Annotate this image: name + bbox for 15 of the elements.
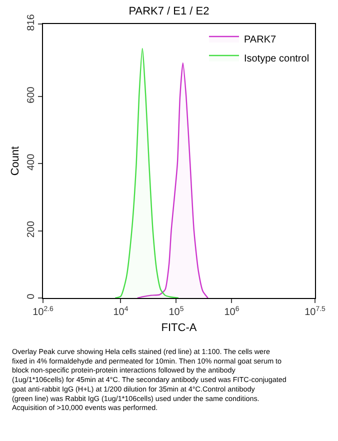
y-tick-label: 600 bbox=[26, 86, 37, 104]
chart-title: PARK7 / E1 / E2 bbox=[128, 5, 210, 18]
y-tick-label: 400 bbox=[26, 153, 37, 171]
legend-label: PARK7 bbox=[244, 34, 276, 46]
y-tick-label: 0 bbox=[26, 293, 37, 300]
legend-label: Isotype control bbox=[244, 53, 310, 64]
y-tick-label: 816 bbox=[26, 14, 37, 31]
x-tick-label: 10$^{2.6}$ bbox=[32, 306, 54, 318]
x-axis-title: FITC-A bbox=[161, 322, 198, 334]
x-tick-label: 10$^{5}$ bbox=[168, 306, 184, 318]
x-tick-label: 10$^{6}$ bbox=[224, 306, 240, 318]
x-tick-label: 10$^{4}$ bbox=[113, 306, 128, 318]
y-tick-label: 200 bbox=[26, 220, 37, 238]
y-axis-title: Count bbox=[10, 146, 22, 176]
x-tick-label: 10$^{7.5}$ bbox=[304, 306, 326, 318]
